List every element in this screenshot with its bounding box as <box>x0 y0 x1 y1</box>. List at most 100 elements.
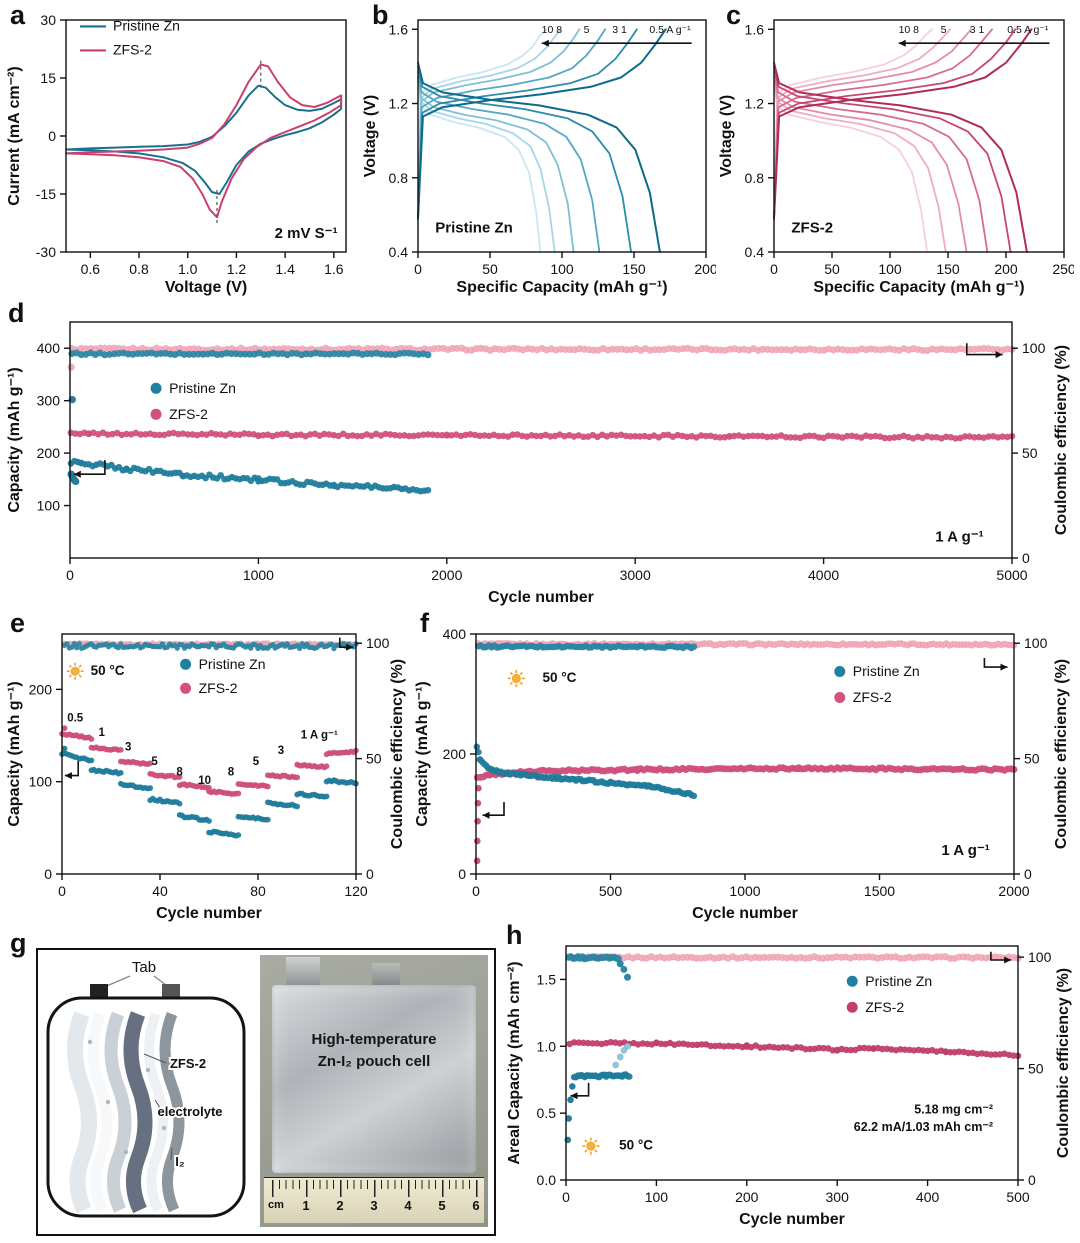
pristine-capacity <box>570 1071 633 1081</box>
svg-text:300: 300 <box>826 1189 850 1205</box>
pristine-zn-cv <box>65 84 343 195</box>
svg-text:5000: 5000 <box>996 567 1027 583</box>
zfs2-leader <box>143 1053 167 1064</box>
zfs2-cv <box>65 63 343 219</box>
svg-text:300: 300 <box>37 393 61 409</box>
charge-1A <box>417 28 638 220</box>
svg-text:1.2: 1.2 <box>389 96 409 112</box>
x-axis-label: Specific Capacity (mAh g⁻¹) <box>456 279 667 296</box>
ruler-mark-3: 3 <box>370 1198 378 1213</box>
discharge-10A <box>417 84 542 253</box>
svg-text:1500: 1500 <box>864 883 895 899</box>
svg-text:5: 5 <box>941 24 947 36</box>
svg-text:1.6: 1.6 <box>324 261 344 277</box>
cell-layers <box>67 1011 185 1214</box>
cell-tab-left <box>90 984 108 1000</box>
charge-8A <box>773 28 952 220</box>
svg-text:1.6: 1.6 <box>389 21 409 37</box>
panel-f-cycling-50c-chart: 0 500 1000 1500 2000 0 200 400 0 50 100 Cycle numbe… <box>414 622 1074 928</box>
svg-text:ZFS-2: ZFS-2 <box>865 999 904 1015</box>
svg-text:1.6: 1.6 <box>745 21 765 37</box>
panel-g-pouch-diagram: Tab ZFS-2 electrolyte <box>36 948 496 1236</box>
svg-text:500: 500 <box>599 883 623 899</box>
svg-text:0: 0 <box>458 866 466 882</box>
panel-letter-b: b <box>372 0 389 30</box>
svg-text:200: 200 <box>443 746 467 762</box>
svg-text:2000: 2000 <box>431 567 462 583</box>
svg-text:1.0: 1.0 <box>537 1038 557 1054</box>
discharge-3A <box>417 71 601 253</box>
sun-icon <box>66 662 84 680</box>
svg-text:50 °C: 50 °C <box>619 1138 653 1153</box>
svg-text:400: 400 <box>443 626 467 642</box>
pouch-body <box>272 985 476 1173</box>
svg-text:1000: 1000 <box>729 883 760 899</box>
svg-text:10 8: 10 8 <box>542 24 563 36</box>
tab-label: Tab <box>132 959 156 976</box>
svg-text:0: 0 <box>562 1189 570 1205</box>
svg-text:40: 40 <box>152 883 168 899</box>
svg-text:Pristine Zn: Pristine Zn <box>169 380 236 396</box>
pristine-ce <box>565 952 623 963</box>
svg-text:0.8: 0.8 <box>389 170 409 186</box>
svg-text:50 °C: 50 °C <box>542 670 576 685</box>
svg-text:0.5: 0.5 <box>67 713 84 725</box>
svg-text:200: 200 <box>994 261 1018 277</box>
svg-text:15: 15 <box>40 70 56 86</box>
y2-axis-label: Coulombic efficiency (%) <box>389 659 406 849</box>
charge-3A <box>773 28 994 220</box>
plot-frame <box>65 19 347 253</box>
zfs2-capacity <box>67 429 1016 442</box>
ruler-mark-2: 2 <box>336 1198 344 1213</box>
svg-text:10 8: 10 8 <box>899 24 920 36</box>
sun-icon <box>582 1137 600 1155</box>
svg-text:0: 0 <box>66 567 74 583</box>
svg-text:8: 8 <box>176 767 183 779</box>
svg-text:50 °C: 50 °C <box>91 663 125 678</box>
panel-letter-g: g <box>10 928 27 958</box>
svg-text:0.8: 0.8 <box>129 261 149 277</box>
svg-text:Pristine Zn: Pristine Zn <box>199 656 266 672</box>
svg-text:50: 50 <box>1022 445 1038 461</box>
svg-text:0.8: 0.8 <box>745 170 765 186</box>
svg-text:30: 30 <box>40 12 56 28</box>
svg-text:100: 100 <box>366 635 390 651</box>
zfs2-ce <box>565 952 1022 963</box>
pristine-outliers <box>612 1042 632 1069</box>
svg-text:0.5 A g⁻¹: 0.5 A g⁻¹ <box>649 24 691 36</box>
discharge-8A <box>773 80 947 253</box>
svg-text:0.5 A g⁻¹: 0.5 A g⁻¹ <box>1007 24 1049 36</box>
caption-line-2: Zn-I₂ pouch cell <box>317 1052 431 1070</box>
discharge-05A <box>773 61 1028 253</box>
svg-text:400: 400 <box>37 340 61 356</box>
y-axis-label: Voltage (V) <box>362 95 379 177</box>
svg-text:5.18 mg cm⁻²: 5.18 mg cm⁻² <box>914 1102 993 1116</box>
panel-e-rate-chart: 0 40 80 120 0 100 200 0 50 100 Cycle number Capacit… <box>6 622 410 928</box>
svg-text:1: 1 <box>98 727 105 739</box>
svg-text:100: 100 <box>1024 635 1048 651</box>
charge-1A <box>773 28 1017 220</box>
pouch-schematic: Tab ZFS-2 electrolyte <box>46 959 246 1218</box>
svg-text:5: 5 <box>151 756 158 768</box>
svg-text:400: 400 <box>916 1189 940 1205</box>
svg-text:0: 0 <box>48 128 56 144</box>
y-axis-label: Capacity (mAh g⁻¹) <box>6 681 23 826</box>
svg-text:100: 100 <box>37 498 61 514</box>
plot-frame <box>565 945 1019 1181</box>
svg-text:200: 200 <box>735 1189 759 1205</box>
svg-text:5: 5 <box>253 756 260 768</box>
svg-text:200: 200 <box>37 445 61 461</box>
svg-text:ZFS-2: ZFS-2 <box>113 41 152 57</box>
svg-text:100: 100 <box>1022 340 1046 356</box>
gcd_pristine-svg: 0 50 100 150 200 0.4 0.8 1.2 1.6 Specific Capacit… <box>362 19 716 296</box>
electrolyte-leader <box>154 1099 163 1112</box>
svg-text:62.2 mA/1.03 mAh cm⁻²: 62.2 mA/1.03 mAh cm⁻² <box>854 1120 993 1134</box>
panel-letter-h: h <box>506 920 523 950</box>
zfs2-early-outliers <box>473 784 482 865</box>
pristine-ce <box>474 641 698 652</box>
svg-text:0: 0 <box>770 261 778 277</box>
ruler-mark-5: 5 <box>438 1198 446 1213</box>
svg-text:1.5: 1.5 <box>537 971 557 987</box>
charge-8A <box>417 28 562 220</box>
